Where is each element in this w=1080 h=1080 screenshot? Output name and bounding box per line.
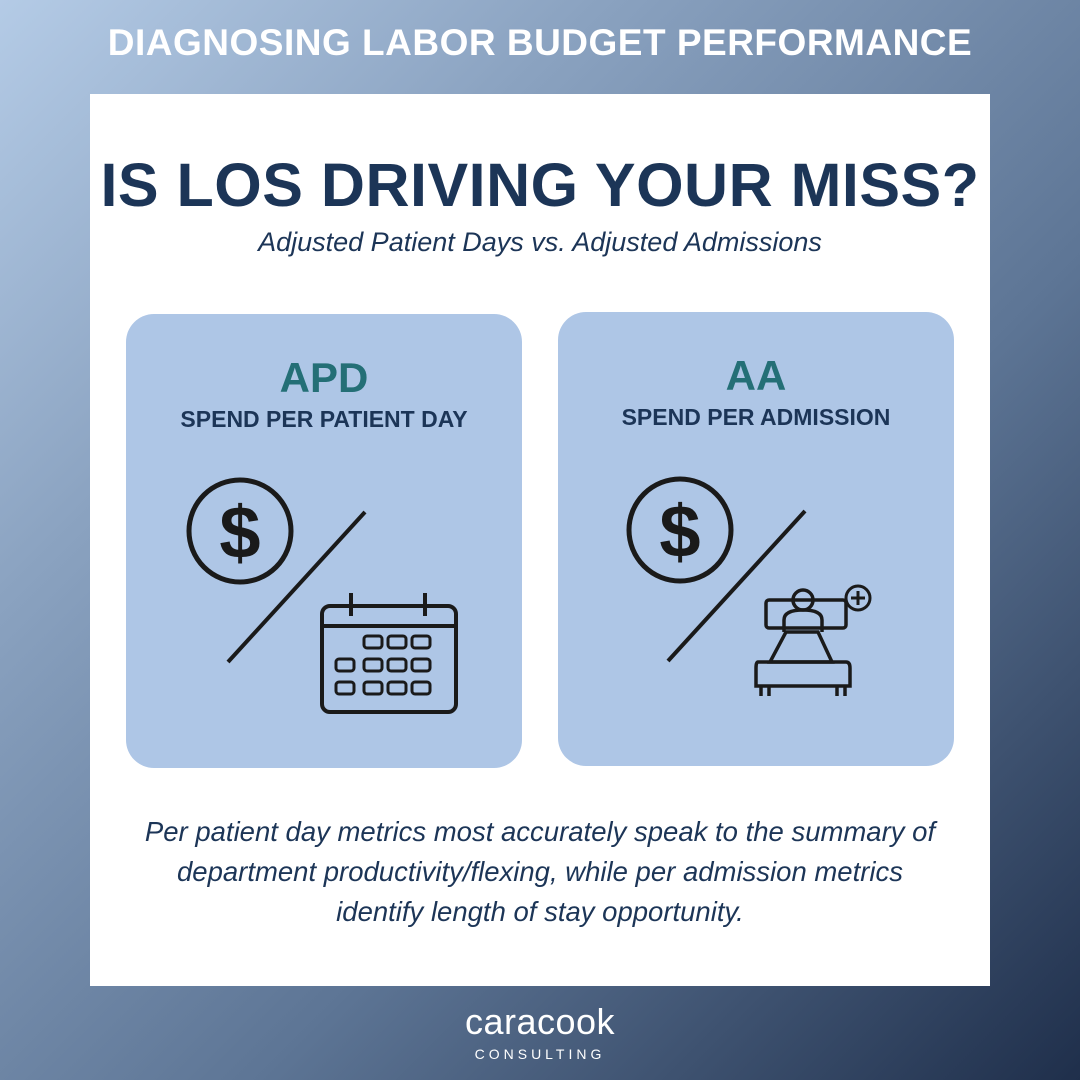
dollar-symbol: $ [219, 491, 260, 574]
apd-abbreviation: APD [279, 354, 369, 401]
aa-illustration: $ [626, 476, 872, 696]
aa-panel: AA SPEND PER ADMISSION $ [558, 312, 954, 766]
page-subtitle: Adjusted Patient Days vs. Adjusted Admis… [258, 227, 822, 257]
brand-logo: caracook CONSULTING [0, 1000, 1080, 1062]
patient-bed-plus-icon [754, 584, 872, 696]
aa-abbreviation: AA [725, 352, 787, 399]
brand-name: caracook [464, 1001, 616, 1042]
page-title: IS LOS DRIVING YOUR MISS? [100, 151, 980, 219]
aa-label: SPEND PER ADMISSION [621, 404, 891, 430]
dollar-circle-icon: $ [626, 476, 734, 584]
apd-illustration: $ [186, 477, 458, 714]
dollar-symbol: $ [659, 490, 700, 573]
apd-panel: APD SPEND PER PATIENT DAY $ [126, 314, 522, 768]
content-card: IS LOS DRIVING YOUR MISS? Adjusted Patie… [90, 94, 990, 986]
banner-title: DIAGNOSING LABOR BUDGET PERFORMANCE [107, 22, 973, 63]
calendar-icon [320, 593, 458, 714]
divider-slash-icon [226, 510, 367, 664]
brand-tagline: CONSULTING [474, 1046, 606, 1062]
dollar-circle-icon: $ [186, 477, 294, 585]
explanation-text: Per patient day metrics most accurately … [144, 816, 936, 927]
divider-slash-icon [666, 509, 807, 663]
apd-label: SPEND PER PATIENT DAY [180, 406, 468, 432]
